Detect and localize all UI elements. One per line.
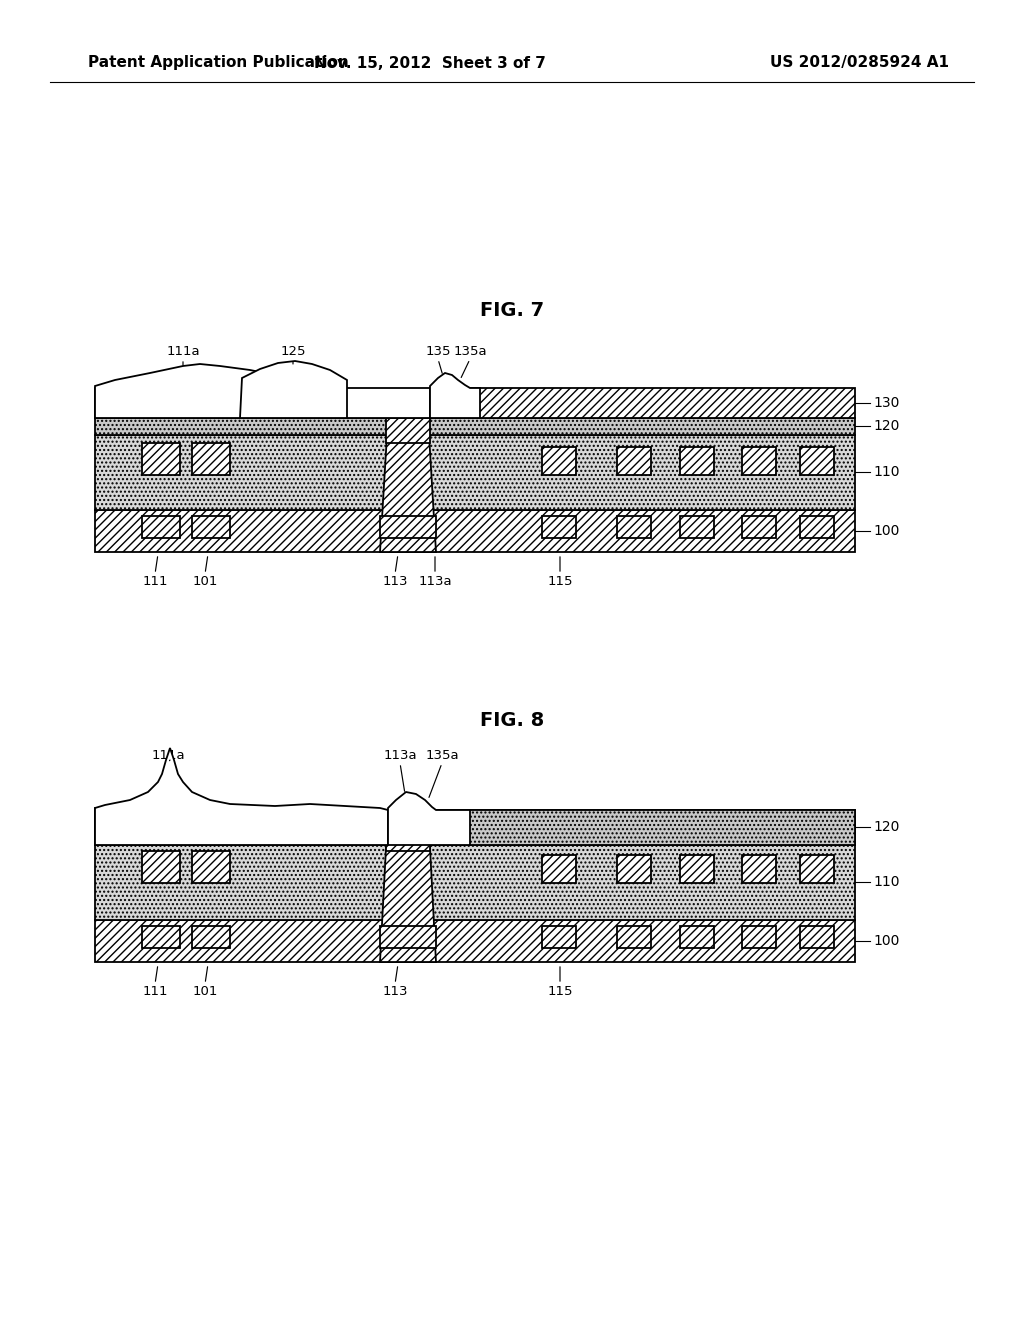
Bar xyxy=(542,855,575,883)
Bar xyxy=(617,855,651,883)
Bar xyxy=(617,927,651,948)
Text: FIG. 7: FIG. 7 xyxy=(480,301,544,319)
Bar xyxy=(800,516,834,539)
Bar xyxy=(742,855,776,883)
Text: 115: 115 xyxy=(547,576,572,587)
Bar xyxy=(95,920,855,962)
Bar xyxy=(800,927,834,948)
Text: 113a: 113a xyxy=(383,748,417,762)
Bar xyxy=(95,810,855,845)
Bar xyxy=(542,927,575,948)
Bar xyxy=(142,927,180,948)
Polygon shape xyxy=(380,418,436,552)
Text: FIG. 8: FIG. 8 xyxy=(480,710,544,730)
Text: 111a: 111a xyxy=(152,748,184,762)
Bar xyxy=(95,845,855,920)
Text: 111: 111 xyxy=(142,985,168,998)
Bar xyxy=(95,418,855,436)
Bar xyxy=(142,444,180,475)
Bar xyxy=(142,516,180,539)
Bar xyxy=(95,808,105,845)
Polygon shape xyxy=(430,374,480,418)
Text: 100: 100 xyxy=(873,524,899,539)
Polygon shape xyxy=(240,360,347,418)
Text: 135a: 135a xyxy=(425,748,459,762)
Bar xyxy=(95,436,855,510)
Text: 135a: 135a xyxy=(454,345,486,358)
Text: 110: 110 xyxy=(873,875,899,888)
Bar xyxy=(542,447,575,475)
Text: 120: 120 xyxy=(873,418,899,433)
Text: 101: 101 xyxy=(193,576,218,587)
Text: 111a: 111a xyxy=(166,345,200,358)
Polygon shape xyxy=(388,792,470,845)
Polygon shape xyxy=(380,810,436,962)
Text: 113: 113 xyxy=(382,985,408,998)
Bar xyxy=(680,447,714,475)
Bar xyxy=(742,927,776,948)
Bar xyxy=(542,516,575,539)
Bar xyxy=(380,927,436,948)
Bar xyxy=(436,810,855,845)
Bar xyxy=(95,388,347,418)
Bar xyxy=(193,927,230,948)
Bar xyxy=(742,447,776,475)
Bar xyxy=(95,510,855,552)
Bar xyxy=(680,855,714,883)
Bar xyxy=(193,851,230,883)
Text: 120: 120 xyxy=(873,820,899,834)
Text: 130: 130 xyxy=(873,396,899,411)
Bar xyxy=(680,927,714,948)
Bar xyxy=(386,418,430,444)
Bar xyxy=(193,444,230,475)
Text: 115: 115 xyxy=(547,985,572,998)
Text: 135: 135 xyxy=(425,345,451,358)
Bar xyxy=(680,516,714,539)
Text: 125: 125 xyxy=(281,345,306,358)
Bar xyxy=(742,516,776,539)
Text: Nov. 15, 2012  Sheet 3 of 7: Nov. 15, 2012 Sheet 3 of 7 xyxy=(314,55,546,70)
Text: 113a: 113a xyxy=(418,576,452,587)
Text: 111: 111 xyxy=(142,576,168,587)
Bar xyxy=(142,851,180,883)
Bar xyxy=(380,516,436,539)
Polygon shape xyxy=(95,748,388,845)
Text: 101: 101 xyxy=(193,985,218,998)
Bar xyxy=(800,447,834,475)
Polygon shape xyxy=(95,364,430,418)
Bar xyxy=(386,810,430,851)
Text: Patent Application Publication: Patent Application Publication xyxy=(88,55,349,70)
Text: 100: 100 xyxy=(873,935,899,948)
Text: 113: 113 xyxy=(382,576,408,587)
Text: US 2012/0285924 A1: US 2012/0285924 A1 xyxy=(770,55,949,70)
Text: 110: 110 xyxy=(873,465,899,479)
Bar xyxy=(430,388,855,418)
Bar xyxy=(617,516,651,539)
Bar xyxy=(193,516,230,539)
Bar xyxy=(800,855,834,883)
Bar xyxy=(617,447,651,475)
